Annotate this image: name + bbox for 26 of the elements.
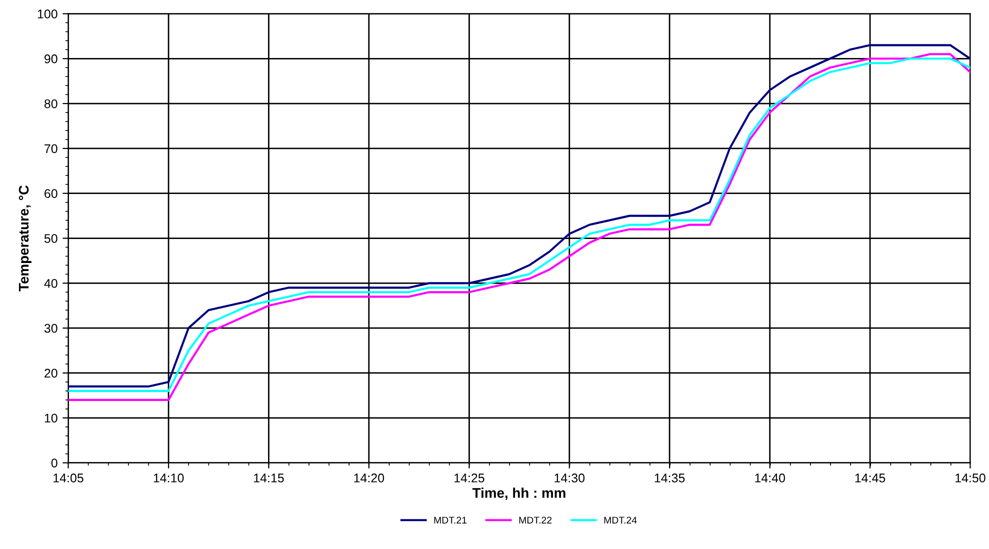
x-tick-label: 14:30	[554, 474, 585, 482]
y-tick-label: 50	[44, 234, 58, 243]
legend-label: MDT.24	[604, 516, 637, 524]
x-tick-label: 14:10	[154, 474, 184, 482]
y-tick-label: 20	[44, 368, 58, 378]
x-tick-label: 14:35	[654, 474, 685, 482]
x-tick-label: 14:05	[54, 474, 84, 482]
x-tick-label: 14:20	[354, 474, 384, 482]
y-tick-label: 80	[44, 99, 58, 108]
y-tick-label: 0	[51, 458, 58, 468]
x-axis-title: Time, hh : mm	[472, 488, 566, 500]
y-tick-label: 40	[44, 278, 58, 288]
x-tick-label: 14:50	[956, 474, 986, 482]
legend-label: MDT.21	[434, 516, 467, 524]
y-tick-label: 10	[44, 414, 58, 423]
y-axis-title: Temperature, °C	[18, 185, 32, 292]
y-tick-label: 90	[44, 54, 58, 64]
y-tick-label: 60	[44, 189, 58, 198]
x-tick-label: 14:25	[454, 474, 484, 482]
y-tick-label: 100	[38, 10, 58, 18]
x-tick-label: 14:45	[855, 474, 886, 482]
x-tick-label: 14:15	[254, 474, 284, 482]
y-tick-label: 30	[44, 324, 58, 333]
x-tick-label: 14:40	[755, 474, 786, 482]
y-tick-label: 70	[44, 144, 58, 154]
legend-label: MDT.22	[519, 516, 552, 524]
